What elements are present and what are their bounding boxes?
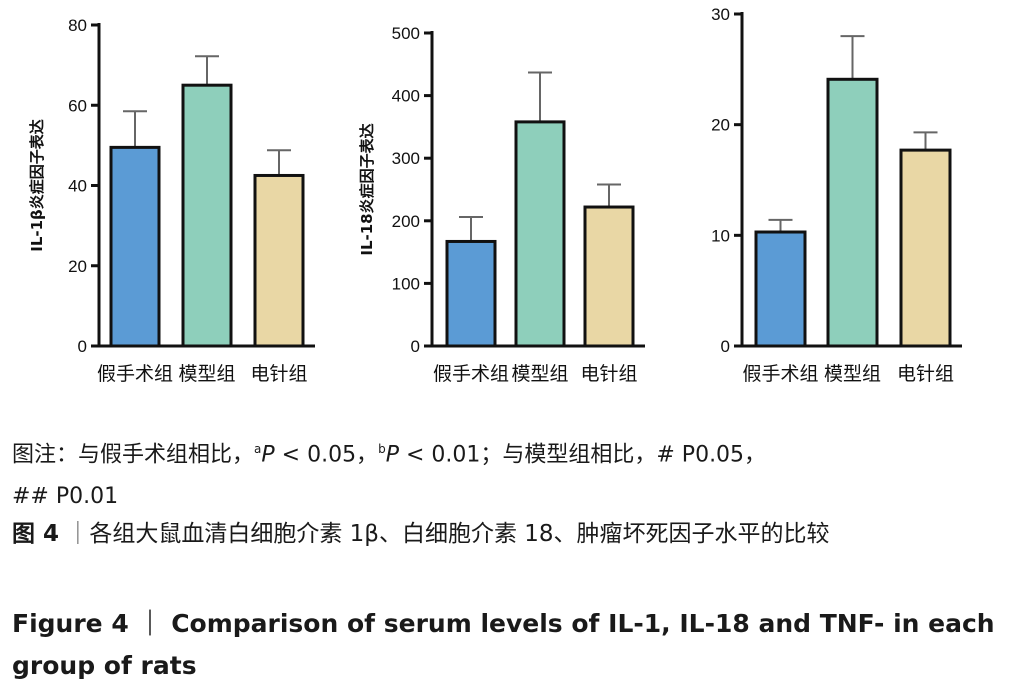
- y-tick-label: 20: [68, 257, 87, 276]
- y-tick-label: 0: [721, 337, 730, 356]
- y-axis-label: IL-18炎症因子表达: [358, 123, 376, 255]
- y-tick-label: 0: [411, 337, 420, 356]
- note-b-p: P: [385, 442, 399, 468]
- bar-2: [826, 77, 879, 348]
- category-label: 假手术组: [97, 363, 173, 385]
- figure-number-cn: 图 4: [12, 521, 60, 547]
- y-tick-label: 200: [392, 212, 420, 231]
- y-tick-label: 20: [711, 116, 730, 135]
- bar-1: [754, 230, 807, 348]
- y-axis-label: IL-1β炎症因子表达: [28, 119, 46, 252]
- bar-3: [899, 148, 952, 348]
- y-tick-label: 100: [392, 274, 420, 293]
- chart-panel-3: 0 10 20 30 假手术组 模型组 电针组: [711, 5, 962, 385]
- category-label: 模型组: [178, 363, 235, 385]
- y-tick-label: 40: [68, 177, 87, 196]
- category-label: 电针组: [250, 363, 307, 385]
- y-tick-label: 0: [78, 337, 87, 356]
- category-label: 假手术组: [433, 363, 509, 385]
- bar-3: [583, 205, 635, 348]
- note-a-sup: a: [254, 442, 262, 456]
- figure-caption-en: Figure 4 ｜ Comparison of serum levels of…: [12, 603, 1002, 687]
- note-b-sup: b: [378, 442, 386, 456]
- note-prefix: 图注：与假手术组相比，: [12, 442, 255, 468]
- bar-2: [181, 83, 233, 348]
- note-a-p: P: [261, 442, 275, 468]
- figure-title-cn: 各组大鼠血清白细胞介素 1β、白细胞介素 18、肿瘤坏死因子水平的比较: [89, 521, 830, 547]
- y-tick-label: 10: [711, 226, 730, 245]
- category-label: 模型组: [511, 363, 568, 385]
- y-tick-label: 500: [392, 24, 420, 43]
- figure-title-en: Comparison of serum levels of IL-1, IL-1…: [12, 609, 995, 680]
- y-tick-label: 400: [392, 87, 420, 106]
- figure-note: 图注：与假手术组相比，aP < 0.05，bP < 0.01；与模型组相比，# …: [12, 428, 1002, 518]
- caption-separator-cn: ｜: [66, 521, 90, 547]
- category-label: 电针组: [580, 363, 637, 385]
- figure-caption-cn: 图 4 ｜各组大鼠血清白细胞介素 1β、白细胞介素 18、肿瘤坏死因子水平的比较: [12, 514, 1002, 554]
- category-label: 电针组: [897, 363, 954, 385]
- bar-2: [514, 120, 566, 348]
- y-tick-label: 80: [68, 16, 87, 35]
- y-tick-label: 60: [68, 96, 87, 115]
- bar-1: [445, 239, 497, 348]
- category-label: 假手术组: [742, 363, 818, 385]
- y-tick-label: 300: [392, 149, 420, 168]
- note-a-val: < 0.05，: [274, 442, 379, 468]
- category-label: 模型组: [824, 363, 881, 385]
- note-line2: ## P0.01: [12, 484, 119, 510]
- figure-number-en: Figure 4: [12, 609, 129, 638]
- bar-1: [109, 145, 161, 348]
- y-tick-label: 30: [711, 5, 730, 24]
- note-b-val: < 0.01；与模型组相比，# P0.05，: [398, 442, 767, 468]
- bar-3: [253, 173, 305, 348]
- caption-separator-en: ｜: [137, 609, 163, 638]
